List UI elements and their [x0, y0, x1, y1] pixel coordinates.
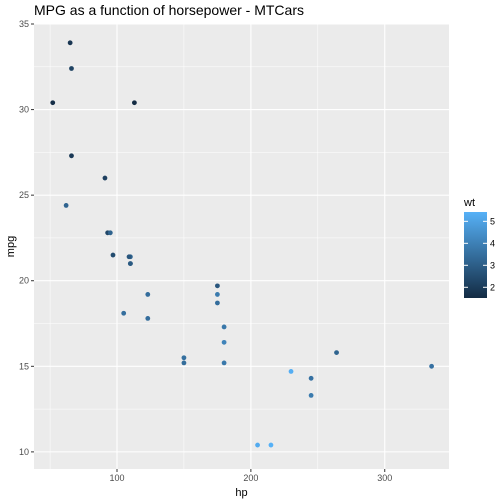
legend-colorbar	[464, 212, 487, 298]
gridlines	[34, 23, 449, 469]
data-point	[107, 230, 113, 236]
x-tick-label: 200	[243, 473, 258, 483]
data-point	[215, 283, 220, 289]
data-point	[67, 40, 73, 46]
data-point	[221, 339, 227, 345]
data-point	[429, 363, 434, 369]
data-point	[50, 100, 56, 106]
data-point	[69, 66, 74, 71]
data-point	[69, 153, 74, 159]
data-point	[127, 261, 133, 267]
x-axis: 100 200 300	[109, 469, 392, 483]
data-point	[255, 442, 260, 448]
legend-tick-label: 5	[490, 216, 495, 226]
chart-title: MPG as a function of horsepower - MTCars	[34, 2, 304, 18]
y-tick-label: 10	[19, 447, 29, 457]
data-points	[50, 40, 434, 448]
data-point	[121, 310, 127, 316]
legend-tick-label: 4	[490, 238, 495, 248]
x-axis-title: hp	[235, 487, 247, 499]
data-point	[145, 292, 151, 297]
legend: wt 2 3 4 5	[463, 197, 495, 298]
y-tick-label: 30	[19, 105, 29, 115]
legend-tick-label: 2	[490, 282, 495, 292]
y-tick-label: 20	[19, 276, 29, 286]
data-point	[215, 300, 220, 306]
data-point	[63, 203, 69, 208]
data-point	[145, 315, 151, 321]
y-axis: 10 15 20 25 30 35	[19, 19, 34, 457]
plot-panel	[34, 24, 449, 469]
data-point	[102, 175, 108, 181]
legend-title: wt	[463, 197, 475, 209]
data-point	[126, 254, 132, 260]
x-tick-label: 300	[377, 473, 392, 483]
y-axis-title: mpg	[5, 236, 17, 257]
data-point	[221, 324, 227, 330]
data-point	[308, 375, 314, 381]
data-point	[288, 369, 294, 374]
data-point	[268, 442, 274, 448]
data-point	[132, 100, 137, 106]
data-point	[181, 355, 187, 361]
data-point	[221, 360, 227, 366]
data-point	[334, 350, 339, 356]
legend-tick-label: 3	[490, 260, 495, 270]
y-tick-label: 35	[19, 19, 29, 29]
legend-ticks: 2 3 4 5	[464, 216, 495, 292]
data-point	[181, 360, 187, 366]
y-tick-label: 25	[19, 190, 29, 200]
x-tick-label: 100	[109, 473, 124, 483]
y-tick-label: 15	[19, 361, 29, 371]
data-point	[308, 393, 314, 398]
data-point	[110, 252, 116, 258]
data-point	[215, 292, 220, 297]
